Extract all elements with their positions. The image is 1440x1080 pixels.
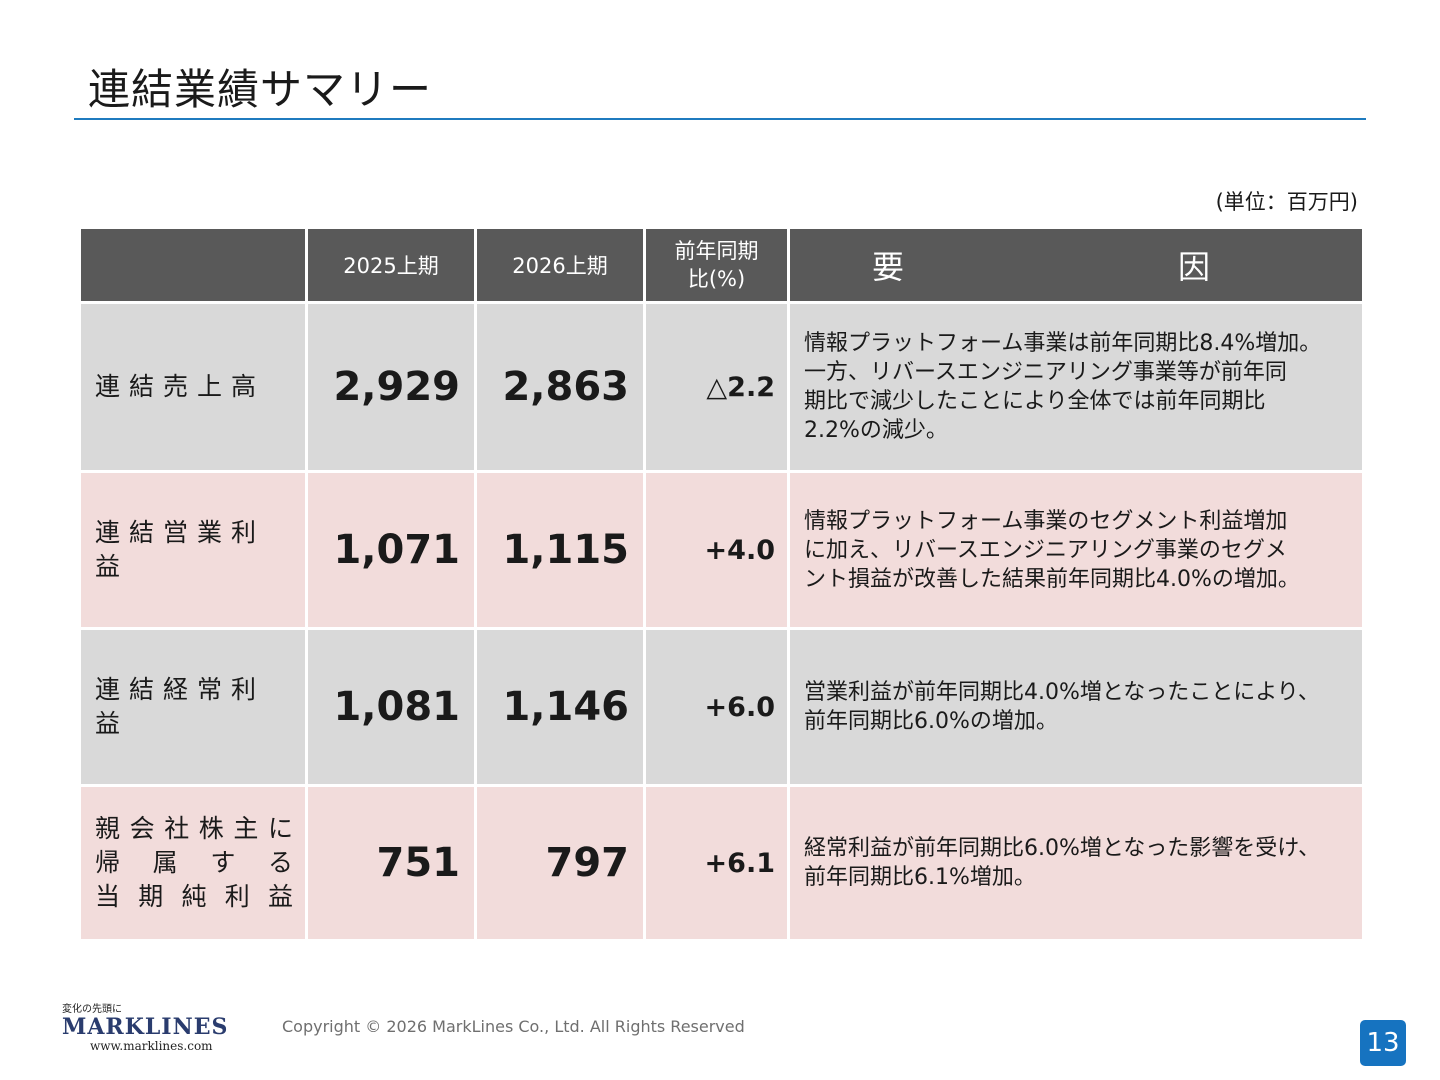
header-yoy-line1: 前年同期 — [674, 239, 759, 263]
row-label: 連結経常利益 — [81, 630, 305, 784]
factor-line: 一方、リバースエンジニアリング事業等が前年同 — [804, 360, 1287, 385]
header-2026: 2026上期 — [477, 229, 643, 301]
yoy-value: +6.1 — [646, 787, 787, 939]
yoy-value: +4.0 — [646, 473, 787, 627]
header-2025: 2025上期 — [308, 229, 474, 301]
copyright-notice: Copyright © 2026 MarkLines Co., Ltd. All… — [282, 1017, 745, 1036]
yoy-value: △2.2 — [646, 304, 787, 470]
factor-line: 情報プラットフォーム事業のセグメント利益増加 — [804, 508, 1288, 534]
unit-note: (単位：百万円) — [1215, 190, 1358, 214]
table-row: 連結営業利益 1,071 1,115 +4.0 情報プラットフォーム事業のセグメ… — [81, 473, 1362, 627]
logo-url: www.marklines.com — [90, 1039, 213, 1053]
row-label-line: 親会社株主に — [95, 814, 295, 843]
value-2025: 751 — [308, 787, 474, 939]
results-summary-table: 2025上期 2026上期 前年同期 比(%) 要 因 連結売上高 2,929 … — [78, 226, 1365, 942]
table-header-row: 2025上期 2026上期 前年同期 比(%) 要 因 — [81, 229, 1362, 301]
factor-line: に加え、リバースエンジニアリング事業のセグメ — [804, 537, 1287, 563]
header-blank — [81, 229, 305, 301]
logo-tagline: 変化の先頭に — [62, 1004, 122, 1015]
factor-text: 情報プラットフォーム事業は前年同期比8.4%増加。 一方、リバースエンジニアリン… — [790, 304, 1362, 470]
factor-line: 経常利益が前年同期比6.0%増となった影響を受け、 — [804, 836, 1321, 861]
marklines-logo: 変化の先頭に MARKLINES www.marklines.com — [62, 1000, 258, 1054]
value-2026: 797 — [477, 787, 643, 939]
value-2025: 2,929 — [308, 304, 474, 470]
value-2025: 1,081 — [308, 630, 474, 784]
title-underline — [74, 118, 1366, 120]
row-label: 連結営業利益 — [81, 473, 305, 627]
factor-text: 経常利益が前年同期比6.0%増となった影響を受け、 前年同期比6.1%増加。 — [790, 787, 1362, 939]
value-2026: 1,115 — [477, 473, 643, 627]
factor-line: 前年同期比6.1%増加。 — [804, 865, 1036, 890]
table-row: 親会社株主に 帰属する 当期純利益 751 797 +6.1 経常利益が前年同期… — [81, 787, 1362, 939]
factor-text: 情報プラットフォーム事業のセグメント利益増加 に加え、リバースエンジニアリング事… — [790, 473, 1362, 627]
yoy-value: +6.0 — [646, 630, 787, 784]
logo-wordmark: MARKLINES — [62, 1014, 229, 1040]
value-2025: 1,071 — [308, 473, 474, 627]
header-yoy: 前年同期 比(%) — [646, 229, 787, 301]
page-number-badge: 13 — [1360, 1020, 1406, 1066]
row-label: 親会社株主に 帰属する 当期純利益 — [81, 787, 305, 939]
row-label-line: 帰属する — [95, 848, 295, 877]
factor-line: 情報プラットフォーム事業は前年同期比8.4%増加。 — [804, 331, 1322, 356]
row-label-line: 当期純利益 — [95, 882, 295, 911]
factor-text: 営業利益が前年同期比4.0%増となったことにより、 前年同期比6.0%の増加。 — [790, 630, 1362, 784]
factor-line: 前年同期比6.0%の増加。 — [804, 709, 1058, 734]
page-title: 連結業績サマリー — [88, 65, 433, 114]
value-2026: 1,146 — [477, 630, 643, 784]
value-2026: 2,863 — [477, 304, 643, 470]
factor-line: ント損益が改善した結果前年同期比4.0%の増加。 — [804, 566, 1300, 592]
factor-line: 2.2%の減少。 — [804, 418, 948, 443]
table-row: 連結売上高 2,929 2,863 △2.2 情報プラットフォーム事業は前年同期… — [81, 304, 1362, 470]
row-label: 連結売上高 — [81, 304, 305, 470]
header-yoy-line2: 比(%) — [687, 267, 746, 291]
factor-line: 期比で減少したことにより全体では前年同期比 — [804, 389, 1266, 414]
table-row: 連結経常利益 1,081 1,146 +6.0 営業利益が前年同期比4.0%増と… — [81, 630, 1362, 784]
factor-line: 営業利益が前年同期比4.0%増となったことにより、 — [804, 680, 1320, 705]
header-factor: 要 因 — [790, 229, 1362, 301]
